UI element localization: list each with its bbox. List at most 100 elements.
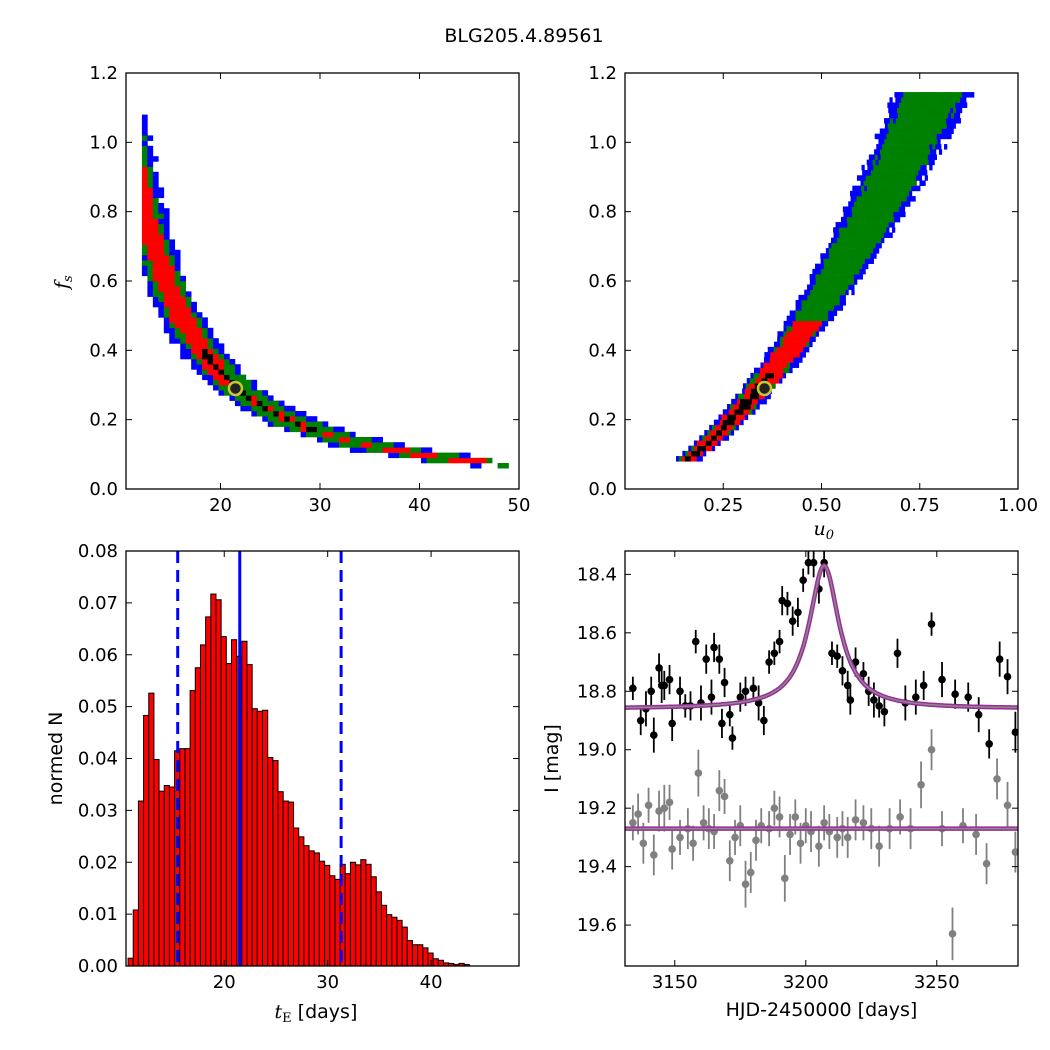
posterior-cell: [873, 216, 877, 223]
posterior-cell: [240, 405, 247, 412]
posterior-cell: [891, 190, 895, 197]
posterior-cell: [850, 222, 854, 228]
data-point: [752, 836, 760, 845]
posterior-cell: [897, 170, 901, 176]
posterior-cell: [890, 206, 894, 212]
posterior-cell: [933, 149, 937, 155]
posterior-cell: [913, 118, 917, 124]
posterior-cell: [824, 320, 829, 327]
posterior-cell: [752, 378, 756, 384]
x-tick-label: 0.50: [801, 495, 841, 516]
posterior-cell: [824, 279, 828, 285]
posterior-cell: [355, 442, 362, 448]
posterior-cell: [224, 369, 230, 375]
posterior-cell: [858, 216, 862, 223]
posterior-cell: [790, 357, 794, 363]
posterior-cell: [881, 211, 885, 218]
posterior-cell: [759, 372, 763, 379]
posterior-cell: [865, 227, 869, 233]
posterior-cell: [732, 404, 737, 410]
posterior-cell: [448, 457, 455, 464]
posterior-cell: [191, 364, 197, 370]
posterior-cell: [833, 237, 838, 244]
posterior-cell: [940, 102, 944, 108]
posterior-cell: [819, 320, 823, 327]
posterior-cell: [898, 180, 903, 186]
data-point: [870, 696, 878, 704]
posterior-cell: [874, 133, 878, 140]
data-point: [726, 710, 734, 719]
posterior-cell: [497, 463, 504, 469]
posterior-cell: [169, 275, 176, 282]
posterior-cell: [896, 123, 900, 129]
posterior-cell: [952, 102, 956, 108]
posterior-cell: [751, 398, 756, 405]
posterior-cell: [163, 208, 170, 214]
posterior-cell: [801, 315, 805, 322]
posterior-cell: [147, 218, 154, 225]
data-point: [851, 816, 860, 824]
posterior-cell: [896, 138, 900, 145]
data-point: [639, 839, 648, 848]
data-point: [927, 620, 936, 628]
posterior-cell: [815, 331, 819, 337]
x-tick-label: 1.00: [998, 495, 1038, 516]
posterior-cell: [835, 258, 839, 264]
posterior-cell: [927, 154, 932, 160]
posterior-cell: [218, 379, 225, 386]
posterior-cell: [169, 301, 176, 308]
posterior-cell: [945, 97, 949, 103]
posterior-cell: [251, 385, 258, 391]
posterior-cell: [888, 170, 892, 176]
posterior-cell: [766, 357, 771, 363]
posterior-cell: [867, 253, 871, 259]
posterior-cell: [790, 352, 795, 358]
posterior-cell: [691, 445, 695, 452]
histogram-bar: [241, 640, 248, 966]
histogram-bar: [401, 926, 408, 966]
posterior-cell: [852, 190, 857, 197]
posterior-cell: [780, 367, 784, 374]
histogram-bar: [386, 914, 393, 966]
posterior-cell: [224, 390, 230, 396]
posterior-cell: [141, 182, 148, 188]
posterior-cell: [898, 206, 903, 212]
posterior-cell: [828, 242, 832, 249]
data-point: [796, 839, 805, 848]
posterior-cell: [860, 232, 864, 238]
posterior-cell: [895, 154, 899, 160]
posterior-cell: [830, 310, 835, 316]
posterior-cell: [915, 149, 919, 155]
posterior-cell: [887, 102, 891, 108]
data-point: [665, 675, 674, 684]
posterior-cell: [859, 222, 863, 228]
posterior-cell: [273, 421, 280, 427]
posterior-cell: [956, 92, 960, 98]
histogram-bar: [246, 664, 253, 966]
plot-area: [676, 92, 975, 462]
posterior-cell: [806, 331, 811, 337]
posterior-cell: [870, 253, 874, 259]
posterior-cell: [741, 393, 745, 400]
posterior-cell: [185, 353, 192, 360]
posterior-cell: [848, 206, 853, 212]
posterior-cell: [807, 289, 811, 296]
posterior-cell: [338, 426, 345, 433]
data-point: [1011, 848, 1018, 856]
posterior-cell: [780, 336, 784, 342]
panel-lightcurve: 3150 3200 325018.418.618.819.019.219.419.6…: [541, 550, 1019, 1021]
posterior-cell: [191, 333, 197, 339]
posterior-cell: [399, 452, 405, 459]
posterior-cell: [278, 405, 285, 412]
posterior-cell: [806, 346, 810, 353]
posterior-cell: [956, 112, 961, 119]
posterior-cell: [152, 208, 159, 214]
posterior-cell: [807, 294, 811, 301]
posterior-cell: [147, 156, 154, 162]
posterior-cell: [404, 447, 411, 453]
posterior-cell: [897, 107, 901, 114]
posterior-cell: [410, 452, 416, 459]
posterior-cell: [742, 388, 746, 394]
posterior-cell: [868, 227, 872, 233]
posterior-cell: [152, 234, 159, 240]
